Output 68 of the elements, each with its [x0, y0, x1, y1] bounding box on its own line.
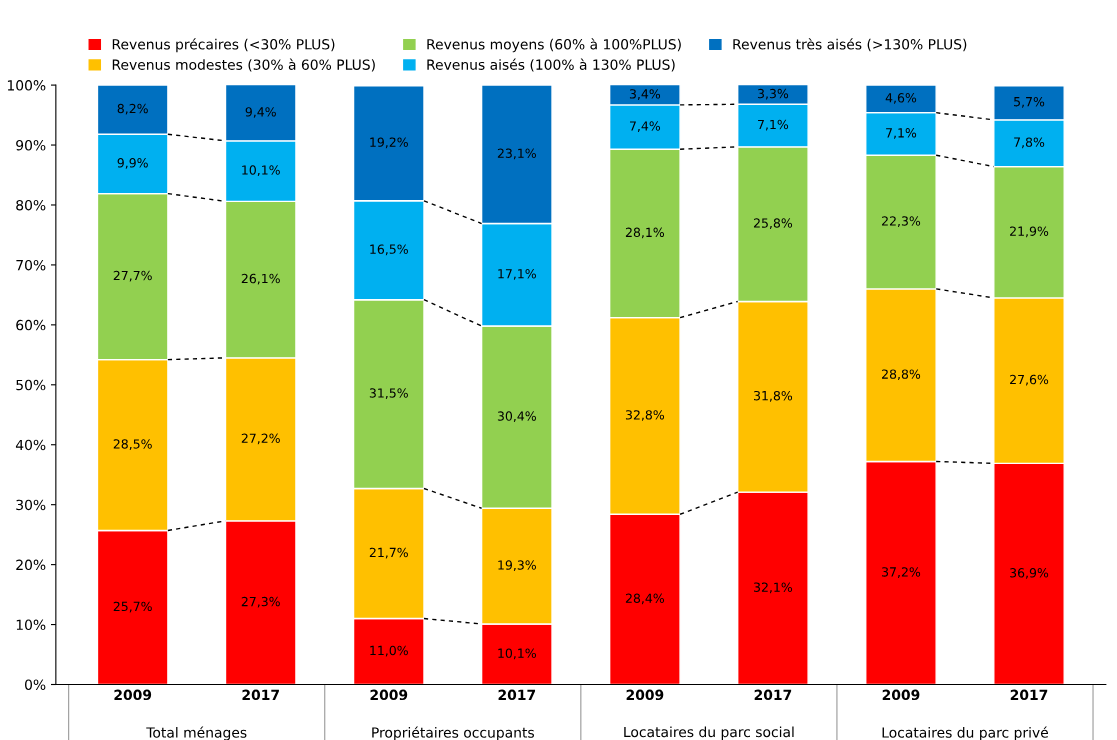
x-tick-label: 2017: [1010, 689, 1048, 701]
data-label: 22,3%: [882, 216, 921, 227]
data-label: 32,8%: [625, 410, 665, 421]
data-label: 9,9%: [117, 158, 148, 169]
data-label: 10,1%: [242, 165, 280, 177]
data-label: 27,3%: [241, 596, 280, 608]
legend-label: Revenus moyens (60% à 100%PLUS): [427, 38, 681, 53]
legend-label: Revenus modestes (30% à 60% PLUS): [112, 58, 375, 72]
data-label: 31,5%: [369, 388, 408, 399]
data-label: 28,1%: [625, 227, 665, 239]
x-tick-label: 2009: [626, 689, 664, 701]
data-label: 32,1%: [754, 582, 793, 594]
text: Locataires du parc privé: [882, 726, 1048, 740]
data-label: 23,1%: [497, 148, 536, 160]
text: Locataires du parc social: [624, 726, 794, 740]
data-label: 28,5%: [113, 439, 152, 450]
data-label: 28,4%: [625, 593, 665, 605]
y-tick-label: 50%: [16, 379, 46, 391]
x-tick-label: 2017: [242, 689, 279, 701]
data-label: 11,0%: [370, 645, 408, 657]
data-label: 27,2%: [241, 433, 280, 445]
y-tick-label: 30%: [16, 499, 46, 511]
data-label: 31,8%: [754, 390, 793, 402]
y-tick-label: 60%: [16, 319, 46, 331]
y-tick-label: 40%: [15, 439, 46, 451]
x-tick-label: 2009: [882, 689, 920, 701]
data-label: 19,3%: [498, 560, 536, 572]
data-label: 3,3%: [757, 88, 789, 100]
data-label: 27,7%: [113, 270, 152, 282]
data-label: 7,1%: [886, 128, 917, 139]
x-tick-label: 2017: [498, 689, 536, 701]
x-tick-label: 2009: [114, 689, 152, 701]
data-label: 7,1%: [758, 119, 789, 131]
data-label: 7,4%: [630, 121, 661, 132]
data-label: 28,8%: [882, 369, 921, 381]
data-label: 36,9%: [1010, 568, 1049, 579]
data-label: 8,2%: [117, 103, 148, 115]
data-label: 25,8%: [753, 218, 793, 230]
legend-label: Revenus aisés (100% à 130% PLUS): [427, 58, 675, 72]
data-label: 7,8%: [1014, 137, 1045, 149]
text: Propriétaires occupants: [372, 726, 534, 740]
data-label: 4,6%: [885, 93, 917, 104]
data-label: 21,7%: [369, 547, 408, 559]
data-label: 5,7%: [1014, 96, 1045, 108]
y-tick-label: 0%: [25, 679, 46, 690]
y-tick-label: 100%: [7, 80, 46, 91]
y-tick-label: 20%: [16, 559, 46, 571]
x-tick-label: 2017: [754, 689, 792, 701]
y-tick-label: 90%: [16, 140, 46, 151]
legend-label: Revenus précaires (<30% PLUS): [112, 38, 335, 53]
text: Total ménages: [146, 726, 247, 740]
data-label: 30,4%: [497, 411, 536, 423]
data-label: 9,4%: [245, 107, 276, 118]
data-label: 26,1%: [241, 273, 280, 285]
y-tick-label: 10%: [16, 619, 46, 631]
data-label: 17,1%: [498, 268, 536, 280]
y-tick-label: 70%: [16, 259, 46, 271]
data-label: 3,4%: [629, 89, 661, 100]
data-label: 19,2%: [370, 137, 408, 149]
data-label: 10,1%: [498, 648, 536, 660]
y-tick-label: 80%: [16, 199, 46, 211]
data-label: 16,5%: [370, 244, 408, 256]
x-tick-label: 2009: [370, 689, 408, 701]
data-label: 21,9%: [1010, 226, 1049, 238]
data-label: 37,2%: [882, 567, 921, 578]
data-label: 27,6%: [1010, 374, 1049, 386]
legend-label: Revenus très aisés (>130% PLUS): [733, 38, 967, 52]
data-label: 25,7%: [113, 601, 152, 613]
